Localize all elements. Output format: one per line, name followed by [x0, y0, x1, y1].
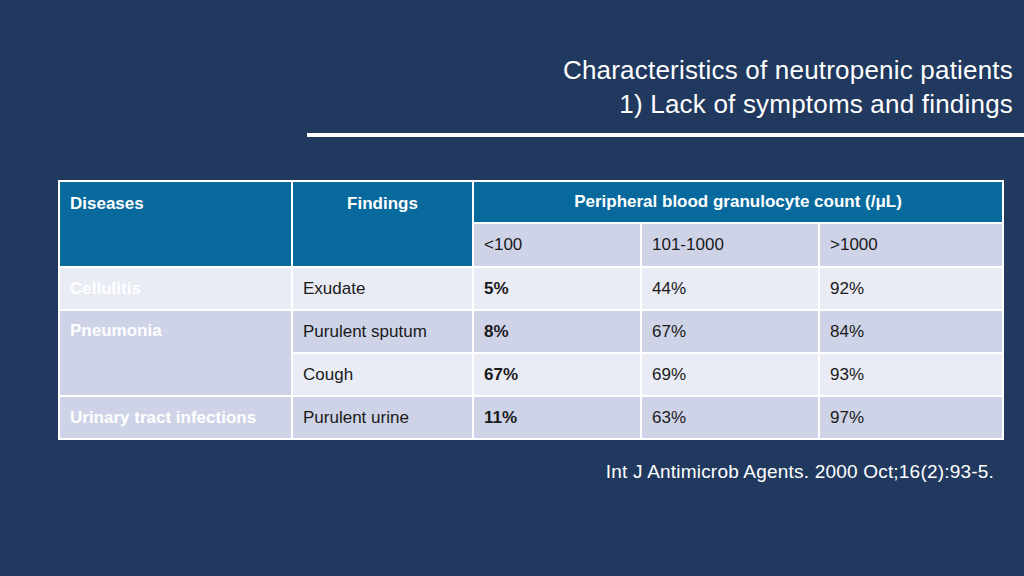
disease-cell-pneumonia: Pneumonia [59, 310, 292, 396]
value-cell: 92% [819, 267, 1003, 310]
disease-cell-cellulitis: Cellulitis [59, 267, 292, 310]
finding-cell: Purulent urine [292, 396, 473, 439]
finding-cell: Exudate [292, 267, 473, 310]
value-cell: 11% [473, 396, 641, 439]
title-line-1: Characteristics of neutropenic patients [563, 53, 1013, 87]
page-title: Characteristics of neutropenic patients … [563, 53, 1013, 121]
subheader-cell-lt100: <100 [473, 223, 641, 267]
title-line-2: 1) Lack of symptoms and findings [563, 87, 1013, 121]
value-cell: 44% [641, 267, 819, 310]
finding-cell: Cough [292, 353, 473, 396]
citation: Int J Antimicrob Agents. 2000 Oct;16(2):… [606, 461, 994, 483]
subheader-cell-gt1000: >1000 [819, 223, 1003, 267]
granulocyte-table: Diseases Findings Peripheral blood granu… [58, 180, 1004, 440]
table-row-cellulitis: Cellulitis Exudate 5% 44% 92% [59, 267, 1003, 310]
finding-cell: Purulent sputum [292, 310, 473, 353]
table-header-row: Diseases Findings Peripheral blood granu… [59, 181, 1003, 223]
slide-background: Characteristics of neutropenic patients … [0, 0, 1024, 576]
value-cell: 97% [819, 396, 1003, 439]
value-cell: 93% [819, 353, 1003, 396]
table-row-pneumonia-sputum: Pneumonia Purulent sputum 8% 67% 84% [59, 310, 1003, 353]
value-cell: 67% [473, 353, 641, 396]
header-cell-diseases: Diseases [59, 181, 292, 267]
value-cell: 84% [819, 310, 1003, 353]
header-cell-granulocyte-count: Peripheral blood granulocyte count (/μL) [473, 181, 1003, 223]
value-cell: 69% [641, 353, 819, 396]
title-underline [307, 133, 1024, 137]
table-row-urinary: Urinary tract infections Purulent urine … [59, 396, 1003, 439]
value-cell: 67% [641, 310, 819, 353]
header-cell-findings: Findings [292, 181, 473, 267]
disease-cell-urinary: Urinary tract infections [59, 396, 292, 439]
value-cell: 63% [641, 396, 819, 439]
subheader-cell-101-1000: 101-1000 [641, 223, 819, 267]
value-cell: 5% [473, 267, 641, 310]
value-cell: 8% [473, 310, 641, 353]
